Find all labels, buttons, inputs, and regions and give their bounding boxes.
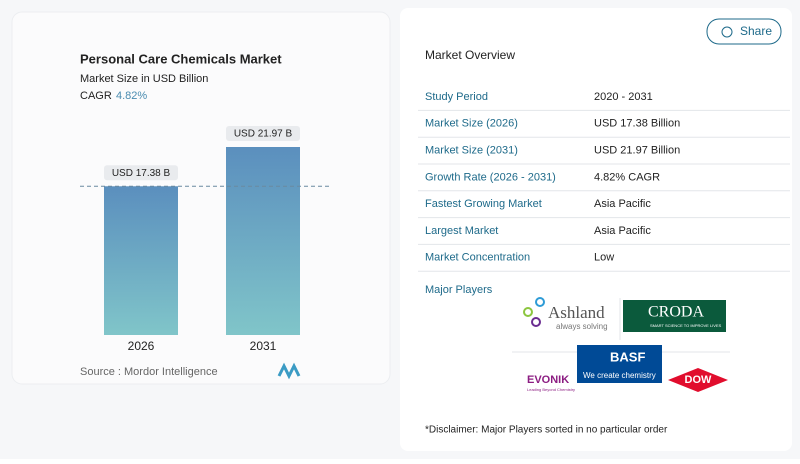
row-label: Largest Market (425, 225, 498, 237)
row-value: 4.82% CAGR (594, 171, 660, 183)
share-button[interactable]: Share (706, 18, 782, 45)
croda-logo: CRODA (648, 304, 704, 321)
dow-logo: DOW (685, 374, 713, 386)
row-value: Low (594, 252, 614, 264)
row-label: Market Size (2026) (425, 118, 518, 130)
row-label: Market Concentration (425, 252, 530, 264)
basf-bg (577, 345, 662, 383)
row-label: Study Period (425, 91, 488, 103)
croda-bg (623, 300, 726, 332)
value-label: USD 21.97 B (234, 129, 293, 140)
logo-icon (277, 362, 301, 380)
croda-tag: SMART SCIENCE TO IMPROVE LIVES (650, 323, 722, 328)
row-value: USD 21.97 Billion (594, 145, 680, 157)
row-label: Growth Rate (2026 - 2031) (425, 171, 556, 183)
players-title: Major Players (425, 284, 493, 296)
ashland-logo: Ashland (548, 303, 605, 322)
overview-card (400, 8, 792, 451)
dow-diamond (668, 368, 728, 392)
value-label: USD 17.38 B (112, 168, 171, 179)
row-label: Fastest Growing Market (425, 198, 542, 210)
row-value: Asia Pacific (594, 198, 651, 210)
chart-title: Personal Care Chemicals Market (80, 51, 282, 66)
share-label[interactable]: Share (740, 24, 772, 38)
share-outline[interactable] (706, 18, 782, 45)
share-icon[interactable] (721, 26, 733, 38)
x-tick-label: 2031 (250, 339, 277, 353)
row-label: Market Size (2031) (425, 145, 518, 157)
logos: Ashland always solving CRODA SMART SCIEN… (512, 297, 730, 392)
row-value: 2020 - 2031 (594, 91, 653, 103)
row-value: Asia Pacific (594, 225, 651, 237)
value-label-bg (104, 165, 178, 181)
source: Source : Mordor Intelligence (80, 366, 218, 378)
x-tick-label: 2026 (128, 339, 155, 353)
ashland-mark (531, 317, 541, 327)
ashland-mark (523, 307, 533, 317)
bar (226, 147, 300, 335)
ashland-tag: always solving (556, 322, 608, 331)
overview-title: Market Overview (425, 48, 515, 62)
subtitle: Market Size in USD Billion (80, 73, 208, 85)
disclaimer: *Disclaimer: Major Players sorted in no … (425, 425, 668, 436)
evonik-logo: EVONIK (527, 374, 569, 386)
bar (104, 186, 178, 335)
basf-tag: We create chemistry (583, 371, 656, 380)
chart-card (11, 11, 391, 385)
ashland-mark (535, 297, 545, 307)
evonik-tag: Leading Beyond Chemistry (527, 387, 575, 392)
basf-logo: BASF (610, 349, 645, 364)
cagr-label: CAGR (80, 90, 112, 102)
row-value: USD 17.38 Billion (594, 118, 680, 130)
value-label-bg (226, 126, 300, 141)
cagr-value: 4.82% (116, 90, 147, 102)
